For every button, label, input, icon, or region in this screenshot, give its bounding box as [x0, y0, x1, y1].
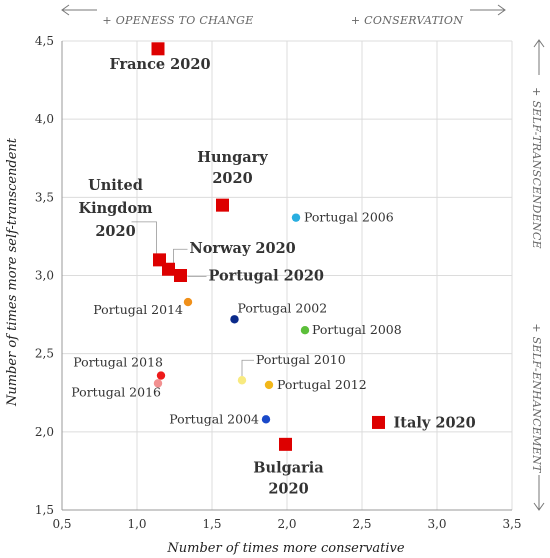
y-tick-label: 3,0 — [35, 269, 54, 283]
circle-marker — [153, 379, 163, 388]
x-tick-label: 0,5 — [52, 517, 71, 531]
x-tick-label: 3,0 — [427, 517, 446, 531]
square-marker — [151, 42, 165, 56]
point-label: Portugal 2018 — [73, 355, 163, 370]
annotation-conservation: + CONSERVATION — [351, 14, 463, 27]
point-label: Portugal 2014 — [93, 302, 183, 317]
tick-labels: 0,5 1,0 1,5 2,0 2,5 3,0 3,5 1,5 2,0 2,5 3,0 3,5 4,0 4… — [35, 34, 522, 531]
circle-marker — [291, 213, 301, 222]
y-tick-label: 2,0 — [35, 425, 54, 439]
x-tick-label: 3,5 — [502, 517, 521, 531]
square-marker — [162, 262, 175, 276]
leader-line — [241, 359, 254, 377]
point-label: Bulgaria 2020 — [253, 459, 324, 497]
circle-marker — [156, 371, 166, 380]
circle-marker — [230, 315, 239, 324]
up-arrow-icon — [533, 39, 545, 75]
square-marker — [279, 437, 292, 451]
right-arrow-icon — [470, 4, 506, 16]
gridlines — [61, 40, 513, 511]
down-arrow-icon — [533, 475, 545, 511]
annotation-openness: + OPENESS TO CHANGE — [102, 14, 253, 27]
circle-marker — [261, 415, 271, 424]
point-label: France 2020 — [109, 56, 210, 73]
square-marker — [372, 415, 385, 429]
y-tick-label: 3,5 — [35, 190, 54, 204]
left-arrow-icon — [61, 4, 97, 16]
point-label: Portugal 2004 — [169, 411, 259, 426]
point-label: Italy 2020 — [394, 414, 476, 431]
y-tick-label: 4,0 — [35, 112, 54, 126]
point-label: United Kingdom 2020 — [79, 177, 154, 240]
x-tick-label: 1,5 — [202, 517, 221, 531]
leader-line — [173, 248, 188, 265]
y-tick-label: 4,5 — [35, 34, 54, 48]
square-marker — [216, 198, 229, 212]
annotation-self-transcendence: + SELF-TRANSCENDENCE — [530, 87, 543, 249]
x-axis-title: Number of times more conservative — [166, 541, 404, 556]
point-label: Portugal 2002 — [238, 300, 328, 315]
circle-marker — [264, 380, 274, 390]
quadrant-annotations: + OPENESS TO CHANGE + CONSERVATION + SEL… — [61, 4, 545, 511]
circle-marker — [237, 376, 247, 385]
circle-marker — [183, 297, 193, 307]
leader-line — [131, 221, 157, 254]
annotation-self-enhancement: + SELF-ENHANCEMENT — [530, 323, 543, 474]
y-tick-label: 2,5 — [35, 347, 54, 361]
label-leader-lines — [131, 221, 254, 377]
point-label: Portugal 2008 — [312, 322, 402, 337]
y-tick-label: 1,5 — [35, 503, 54, 517]
point-label: Portugal 2006 — [304, 210, 394, 225]
data-points — [151, 42, 385, 451]
point-label: Portugal 2016 — [71, 384, 161, 399]
x-tick-label: 2,5 — [352, 517, 371, 531]
point-label: Portugal 2012 — [277, 377, 367, 392]
point-label: Hungary 2020 — [197, 149, 268, 187]
point-label: Norway 2020 — [190, 240, 296, 257]
x-tick-label: 1,0 — [127, 517, 146, 531]
circle-marker — [300, 326, 310, 335]
plot-frame — [61, 41, 512, 511]
point-label: Portugal 2020 — [209, 268, 325, 285]
x-tick-label: 2,0 — [277, 517, 296, 531]
point-labels: France 2020 Hungary 2020 United Kingdom 2020 N… — [71, 56, 475, 498]
y-axis-title: Number of times more self-transcendent — [5, 137, 20, 407]
point-label: Portugal 2010 — [256, 352, 346, 367]
square-marker — [174, 269, 187, 282]
